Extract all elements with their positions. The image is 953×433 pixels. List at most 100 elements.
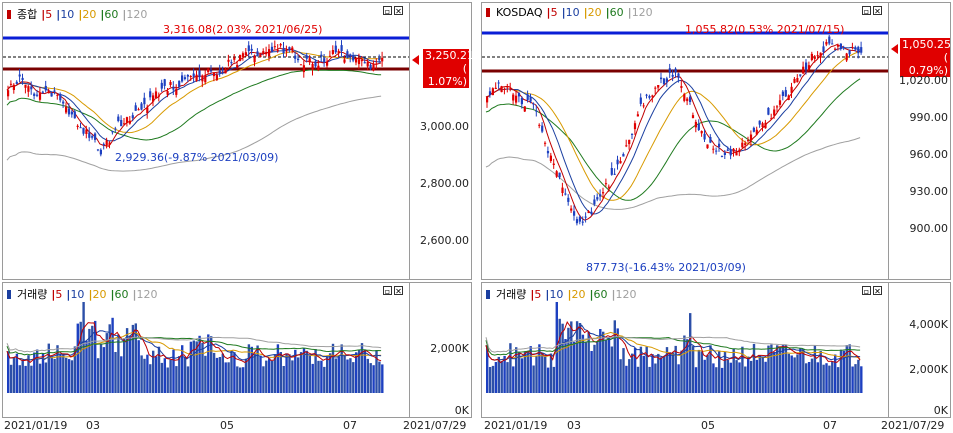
restore-icon[interactable]: ▫	[383, 286, 392, 296]
kosdaq-chart-area[interactable]	[482, 3, 889, 279]
volume-bar	[337, 356, 340, 393]
candle-body	[163, 79, 166, 86]
volume-bar	[538, 344, 541, 393]
volume-bar	[207, 334, 210, 393]
volume-bar	[381, 364, 384, 393]
volume-bar	[590, 351, 593, 393]
kospi-volume-chart[interactable]	[3, 283, 410, 417]
kospi-volume-window-buttons: ▫ ✕	[383, 286, 403, 296]
kospi-chart-area[interactable]	[3, 3, 410, 279]
kospi-candlestick-chart[interactable]	[3, 3, 410, 279]
volume-bar	[558, 318, 561, 393]
volume-bar	[784, 344, 788, 393]
legend-index-name: KOSDAQ	[496, 6, 543, 19]
candle-body	[7, 90, 10, 97]
candle-body	[616, 159, 619, 165]
restore-icon[interactable]: ▫	[862, 286, 871, 296]
volume-bar	[41, 353, 45, 393]
restore-icon[interactable]: ▫	[383, 6, 392, 16]
kosdaq-price-pane[interactable]: KOSDAQ |5 |10 |20 |60 |120 ▫ ✕ 1,055.82(…	[481, 2, 951, 280]
candle-body	[532, 103, 535, 105]
candle-body	[305, 55, 308, 59]
volume-bar	[21, 360, 24, 393]
candle-body	[47, 90, 50, 93]
kospi-xaxis-may: 05	[220, 419, 234, 432]
candle-body	[279, 44, 282, 46]
volume-bar	[752, 343, 756, 393]
candle-body	[575, 219, 579, 224]
kospi-volume-area[interactable]	[3, 283, 410, 417]
vol-ma20-line	[6, 332, 382, 361]
volume-bar	[552, 366, 556, 393]
kospi-low-annotation: 2,929.36(-9.87% 2021/03/09)	[115, 151, 279, 164]
candle-body	[152, 95, 155, 102]
candle-body	[88, 132, 91, 138]
restore-icon[interactable]: ▫	[862, 6, 871, 16]
candle-body	[62, 101, 65, 104]
kosdaq-volume-area[interactable]	[482, 283, 889, 417]
candle-body	[326, 61, 329, 66]
kosdaq-xaxis-jul: 07	[823, 419, 837, 432]
candle-body	[544, 142, 547, 144]
volume-bar	[506, 362, 509, 393]
candle-body	[369, 64, 372, 69]
volume-bar	[53, 358, 56, 393]
candle-body	[697, 124, 700, 130]
candle-body	[749, 134, 753, 141]
close-icon[interactable]: ✕	[873, 6, 882, 16]
volume-bar	[738, 362, 741, 393]
candle-body	[668, 68, 671, 73]
candle-body	[282, 47, 285, 54]
volume-bar	[541, 352, 544, 393]
volume-bar	[842, 350, 846, 393]
candle-body	[633, 123, 637, 130]
volume-bar	[512, 366, 515, 393]
volume-bar	[619, 359, 622, 393]
candle-body	[294, 55, 297, 59]
volume-bar	[276, 344, 280, 393]
candle-body	[671, 74, 674, 77]
legend-ma10: |10	[66, 287, 85, 301]
candle-body	[357, 59, 361, 65]
candle-body	[276, 49, 279, 51]
volume-bar	[689, 313, 692, 393]
candle-body	[273, 46, 276, 48]
current-price-marker-icon	[891, 44, 898, 54]
kosdaq-volume-chart[interactable]	[482, 283, 889, 417]
volume-bar	[192, 340, 195, 393]
close-icon[interactable]: ✕	[873, 286, 882, 296]
kospi-price-pane[interactable]: 종합 |5 |10 |20 |60 |120 ▫ ✕ 3,316.08(2.03…	[2, 2, 474, 280]
kospi-xaxis-end: 2021/07/29	[403, 419, 467, 432]
kosdaq-volume-pane[interactable]: 거래량 |5 |10 |20 |60 |120 ▫ ✕ 4,000K 2,000…	[481, 282, 951, 418]
volume-bar	[82, 298, 85, 393]
series-marker-icon	[7, 289, 11, 299]
candle-body	[378, 57, 381, 61]
volume-bar	[686, 339, 689, 393]
kosdaq-change-pct: ( 0.79%)	[900, 51, 950, 77]
legend-ma20: |20	[583, 6, 602, 19]
volume-bar	[488, 367, 492, 393]
candle-body	[636, 114, 639, 117]
volume-bar	[178, 356, 181, 393]
candle-body	[105, 140, 108, 146]
candle-body	[590, 211, 593, 214]
candle-body	[703, 133, 706, 140]
kospi-vol-ytick-2000k: 2,000K	[430, 342, 469, 355]
volume-bar	[697, 349, 701, 393]
close-icon[interactable]: ✕	[394, 6, 403, 16]
volume-bar	[578, 323, 582, 393]
kosdaq-candlestick-chart[interactable]	[482, 3, 889, 279]
volume-bar	[70, 360, 74, 393]
volume-bar	[73, 346, 77, 393]
candle-body	[189, 76, 192, 77]
candle-body	[738, 149, 741, 153]
volume-bar	[331, 343, 335, 393]
volume-bar	[822, 364, 825, 393]
kospi-volume-pane[interactable]: 거래량 |5 |10 |20 |60 |120 ▫ ✕ 2,000K 0K	[2, 282, 472, 418]
candle-body	[253, 55, 256, 63]
volume-bar	[573, 341, 576, 393]
volume-bar	[128, 336, 132, 393]
volume-bar	[787, 353, 790, 393]
volume-bar	[131, 324, 135, 393]
close-icon[interactable]: ✕	[394, 286, 403, 296]
